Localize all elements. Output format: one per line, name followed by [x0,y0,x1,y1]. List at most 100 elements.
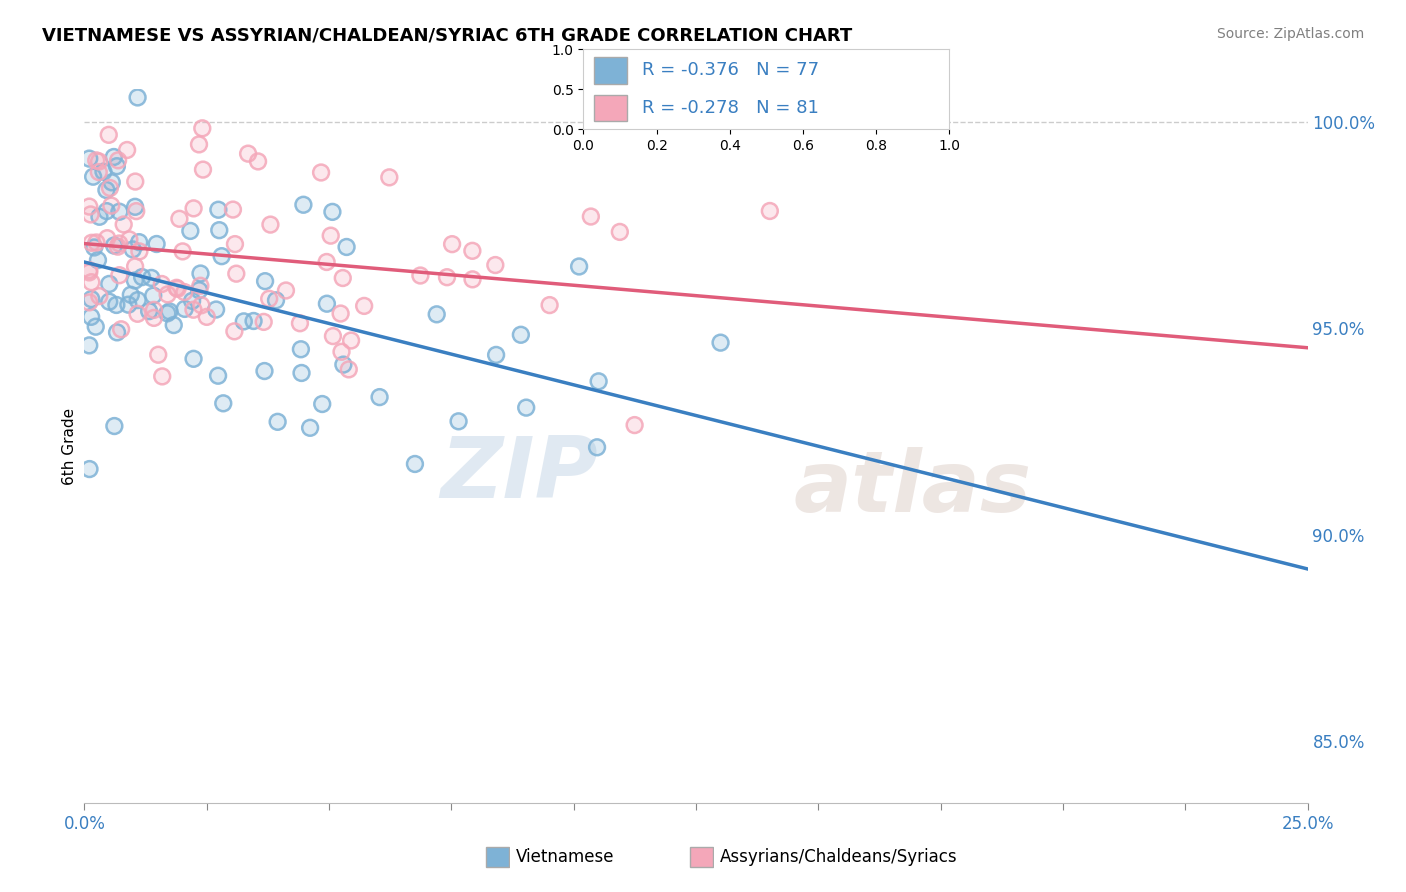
FancyBboxPatch shape [595,57,627,84]
Point [485,348,508,362]
Point [181,293,204,308]
Point [329,307,352,321]
Point [96,231,118,245]
Point [108,268,131,283]
Point [80,310,103,324]
Point [336,240,359,254]
Point [368,390,391,404]
Point [103,419,125,434]
Point [404,457,426,471]
Point [82,169,104,184]
Point [183,202,205,216]
Point [242,314,264,328]
Point [188,283,211,297]
Point [105,298,128,312]
Point [426,307,449,321]
Point [461,244,484,258]
Point [121,243,143,257]
Point [623,418,645,433]
Point [709,335,731,350]
Point [103,238,125,252]
Point [80,275,103,289]
Point [188,137,211,152]
Point [142,302,165,317]
Point [77,338,100,352]
Point [142,310,165,325]
Point [183,302,205,317]
Point [124,260,146,274]
Point [93,165,115,179]
Point [103,238,125,252]
Point [274,284,297,298]
FancyBboxPatch shape [690,847,713,867]
Text: R = -0.376   N = 77: R = -0.376 N = 77 [643,61,820,78]
FancyBboxPatch shape [595,95,627,121]
Point [141,271,163,285]
Point [87,253,110,268]
Text: Source: ZipAtlas.com: Source: ZipAtlas.com [1216,27,1364,41]
Point [225,267,247,281]
Point [117,298,139,312]
Point [163,318,186,332]
Point [316,296,339,310]
Point [179,224,201,238]
Point [142,288,165,302]
Text: ZIP: ZIP [440,433,598,516]
Point [86,235,108,250]
Point [120,287,142,301]
Point [509,327,531,342]
Point [190,278,212,293]
Text: R = -0.278   N = 81: R = -0.278 N = 81 [643,99,818,117]
Point [253,364,276,378]
Point [96,183,118,197]
Point [173,285,195,299]
Point [319,228,342,243]
Point [441,237,464,252]
Point [181,293,204,308]
Point [156,306,179,320]
Point [110,322,132,336]
Point [128,235,150,249]
Point [80,292,103,306]
Point [266,415,288,429]
Point [125,204,148,219]
Point [409,268,432,283]
Point [207,368,229,383]
Point [97,128,120,142]
Point [211,249,233,263]
Point [98,294,121,309]
Point [77,265,100,279]
Point [166,281,188,295]
Point [127,90,149,104]
Point [100,198,122,212]
Text: Assyrians/Chaldeans/Syriacs: Assyrians/Chaldeans/Syriacs [720,848,957,866]
Point [77,295,100,310]
Point [103,419,125,434]
Point [330,344,353,359]
Point [190,298,212,312]
Point [538,298,561,312]
Point [212,396,235,410]
Point [568,260,591,274]
Point [378,170,401,185]
Point [190,278,212,293]
Text: Vietnamese: Vietnamese [516,848,614,866]
Point [121,243,143,257]
Point [332,358,354,372]
Point [332,358,354,372]
Point [80,292,103,306]
Point [80,275,103,289]
Point [515,401,537,415]
Point [124,200,146,214]
Point [105,326,128,340]
Point [105,159,128,173]
Point [145,237,167,252]
Point [108,236,131,251]
Text: VIETNAMESE VS ASSYRIAN/CHALDEAN/SYRIAC 6TH GRADE CORRELATION CHART: VIETNAMESE VS ASSYRIAN/CHALDEAN/SYRIAC 6… [42,27,852,45]
Point [447,414,470,428]
Point [436,270,458,285]
Point [579,210,602,224]
Point [87,253,110,268]
Point [82,169,104,184]
Point [321,205,343,219]
